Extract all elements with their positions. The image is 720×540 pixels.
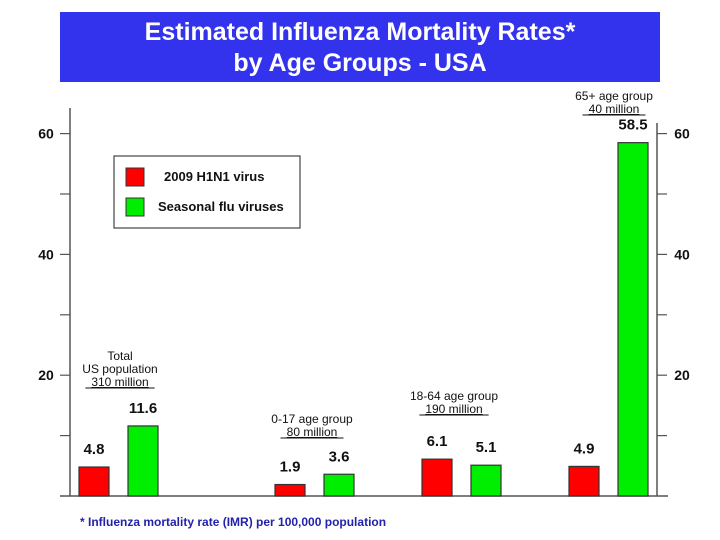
legend-label-1: Seasonal flu viruses [158,199,284,214]
chart-title-line-1: Estimated Influenza Mortality Rates* [144,18,576,46]
legend-swatch-0 [125,167,145,187]
bar-h1n1-2 [421,458,453,497]
right-tick-label: 20 [674,367,690,383]
chart-title-line-2: by Age Groups - USA [233,49,487,77]
value-label: 6.1 [427,433,448,450]
group-population: 80 million [287,425,338,439]
group-population: 190 million [425,402,482,416]
group-population: 40 million [589,102,640,116]
legend-label-0: 2009 H1N1 virus [164,169,264,184]
legend-box [113,155,301,229]
bar-seasonal-2 [470,464,502,497]
legend: 2009 H1N1 virus Seasonal flu viruses [113,155,301,229]
group-population: 310 million [91,375,148,389]
value-label: 58.5 [618,117,647,134]
chart-title: Estimated Influenza Mortality Rates* by … [60,12,660,82]
bar-seasonal-3 [617,142,649,497]
left-tick-label: 40 [38,246,54,262]
right-tick-label: 40 [674,246,690,262]
group-label: 18-64 age group [410,389,498,403]
bars [78,142,649,497]
group-label: 0-17 age group [271,412,353,426]
group-label: 65+ age group [575,89,653,103]
right-tick-label: 60 [674,126,690,142]
bar-h1n1-3 [568,465,600,497]
value-label: 3.6 [329,448,350,465]
legend-swatch-1 [125,197,145,217]
footnote: * Influenza mortality rate (IMR) per 100… [80,515,387,529]
bar-seasonal-1 [323,473,355,497]
left-tick-label: 60 [38,126,54,142]
left-tick-label: 20 [38,367,54,383]
value-label: 4.8 [84,441,105,458]
group-label: Total [107,349,132,363]
value-label: 4.9 [574,440,595,457]
value-label: 1.9 [280,459,301,476]
value-labels: 4.8 1.9 6.1 4.9 11.6 3.6 5.1 58.5 [84,117,648,476]
value-label: 11.6 [129,400,157,417]
group-label: US population [82,362,157,376]
axes: 20 20 40 40 60 60 [38,108,690,497]
bar-seasonal-0 [127,425,159,497]
bar-h1n1-0 [78,466,110,497]
bar-h1n1-1 [274,483,306,497]
value-label: 5.1 [476,439,497,456]
